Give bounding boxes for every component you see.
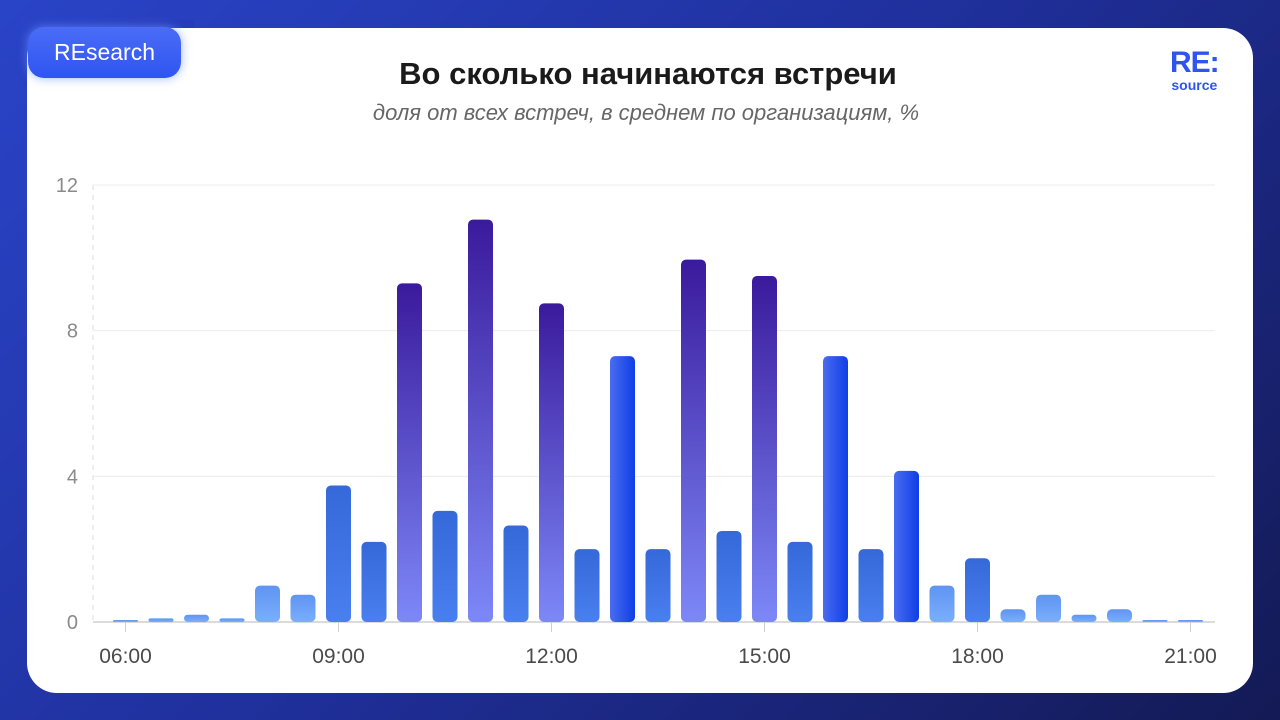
bar-08:30 xyxy=(290,594,316,622)
bar-07:00 xyxy=(184,614,209,622)
bar-11:00 xyxy=(468,219,493,623)
chart-title: Во сколько начинаются встречи xyxy=(399,56,897,91)
resource-logo: RE: source xyxy=(1170,46,1220,93)
y-tick-label: 8 xyxy=(67,321,78,343)
bar-07:30 xyxy=(219,618,245,622)
logo-top: RE: xyxy=(1170,46,1220,79)
bar-16:30 xyxy=(858,549,884,622)
bar-10:30 xyxy=(432,510,458,622)
bar-08:00 xyxy=(255,585,280,622)
bar-12:30 xyxy=(574,549,600,622)
y-tick-label: 0 xyxy=(67,612,78,634)
bar-20:30 xyxy=(1142,620,1168,622)
y-tick-label: 4 xyxy=(67,466,78,488)
bar-11:30 xyxy=(503,525,529,622)
x-tick-label: 15:00 xyxy=(738,645,791,668)
bar-13:00 xyxy=(610,356,635,622)
bar-09:00 xyxy=(326,485,351,622)
x-tick-label: 18:00 xyxy=(951,645,1004,668)
logo-bottom: source xyxy=(1171,77,1218,93)
bar-13:30 xyxy=(645,549,671,622)
bar-06:00 xyxy=(113,620,138,622)
bar-18:30 xyxy=(1000,609,1026,622)
y-tick-label: 12 xyxy=(56,175,78,197)
bar-10:00 xyxy=(397,283,422,622)
bar-20:00 xyxy=(1107,609,1132,622)
bar-21:00 xyxy=(1178,620,1203,622)
research-badge: REsearch xyxy=(28,27,181,78)
bar-06:30 xyxy=(148,618,174,622)
bar-18:00 xyxy=(965,558,990,622)
bar-16:00 xyxy=(823,356,848,622)
bar-12:00 xyxy=(539,303,564,622)
bar-19:00 xyxy=(1036,594,1061,622)
x-tick-label: 06:00 xyxy=(99,645,152,668)
bar-14:00 xyxy=(681,259,706,622)
x-tick-label: 21:00 xyxy=(1164,645,1217,668)
bar-19:30 xyxy=(1071,614,1097,622)
bar-09:30 xyxy=(361,541,387,622)
bar-17:30 xyxy=(929,585,955,622)
bar-15:30 xyxy=(787,541,813,622)
chart-subtitle: доля от всех встреч, в среднем по органи… xyxy=(372,100,920,125)
bar-15:00 xyxy=(752,276,777,622)
x-tick-label: 09:00 xyxy=(312,645,365,668)
bar-17:00 xyxy=(894,470,919,622)
x-tick-label: 12:00 xyxy=(525,645,578,668)
bar-14:30 xyxy=(716,530,742,622)
chart-card xyxy=(27,28,1253,693)
